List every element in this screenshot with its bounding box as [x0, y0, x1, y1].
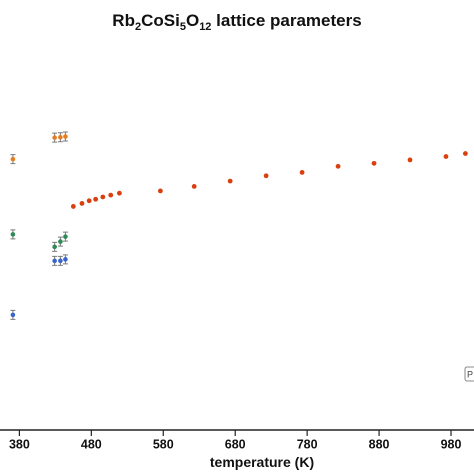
data-point: [263, 173, 269, 179]
data-point: [10, 312, 16, 318]
data-point: [58, 239, 63, 244]
data-point: [443, 154, 449, 159]
legend-box: [464, 366, 474, 382]
data-point: [52, 135, 57, 140]
x-tick-label: 480: [81, 437, 102, 451]
title-part: lattice parameters: [211, 11, 361, 30]
data-point: [52, 244, 57, 250]
data-point: [58, 134, 63, 140]
data-point: [299, 170, 305, 175]
data-point: [52, 258, 57, 264]
legend: P: [464, 366, 474, 382]
x-tick-label: 580: [153, 437, 174, 451]
plot-area: [10, 131, 468, 320]
series-2: [10, 254, 68, 320]
data-point: [100, 194, 106, 200]
data-point: [116, 190, 122, 196]
data-point: [63, 134, 68, 139]
data-point: [58, 258, 63, 264]
title-part: 2: [135, 21, 141, 33]
data-point: [63, 257, 68, 262]
data-point: [371, 160, 377, 166]
series-1: [10, 229, 68, 252]
data-point: [335, 163, 341, 169]
data-point: [63, 234, 68, 239]
x-axis-label: temperature (K): [210, 454, 314, 470]
data-point: [86, 198, 92, 204]
data-point: [10, 156, 16, 162]
data-point: [407, 157, 413, 163]
x-tick-label: 380: [9, 437, 30, 451]
x-tick-label: 780: [297, 437, 318, 451]
legend-text: P: [467, 370, 473, 380]
data-point: [463, 151, 468, 156]
x-tick-label: 680: [225, 437, 246, 451]
data-point: [227, 178, 233, 184]
x-tick-label: 980: [441, 437, 462, 451]
x-axis: 380 480 580 680 780 880 980: [9, 430, 462, 451]
series-3: [70, 151, 468, 209]
title-part: CoSi: [141, 11, 180, 30]
title-part: Rb: [112, 11, 135, 30]
x-tick-label: 880: [369, 437, 390, 451]
series-0: [10, 131, 68, 165]
data-point: [70, 204, 76, 209]
chart-title: Rb2CoSi5O12 lattice parameters: [112, 11, 361, 33]
title-part: 5: [180, 21, 186, 33]
data-point: [191, 183, 197, 189]
title-part: 12: [199, 21, 211, 33]
data-point: [157, 188, 163, 194]
title-part: O: [186, 11, 199, 30]
data-point: [79, 201, 85, 206]
data-point: [93, 196, 99, 202]
data-point: [10, 232, 16, 237]
data-point: [108, 192, 114, 198]
